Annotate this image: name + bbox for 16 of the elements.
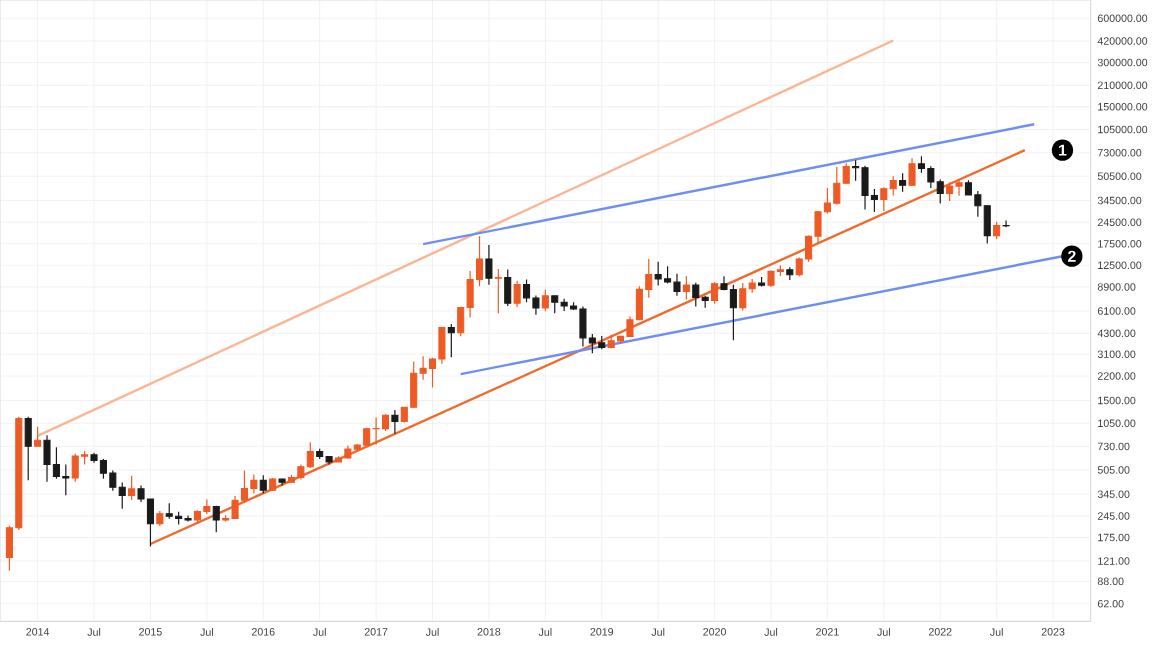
candlestick xyxy=(513,280,521,308)
candlestick xyxy=(485,244,493,286)
candlestick xyxy=(447,323,455,358)
candlestick xyxy=(34,426,42,448)
candlestick xyxy=(908,157,916,187)
candlestick xyxy=(711,281,719,305)
candlestick xyxy=(541,289,549,312)
candlestick xyxy=(24,416,32,481)
candlestick xyxy=(259,474,267,494)
candlestick xyxy=(899,172,907,193)
candlestick xyxy=(494,268,502,314)
candlestick xyxy=(128,475,136,501)
candlestick xyxy=(504,268,512,307)
candlestick xyxy=(391,409,399,435)
candlestick xyxy=(212,505,220,533)
candlestick xyxy=(682,275,690,301)
